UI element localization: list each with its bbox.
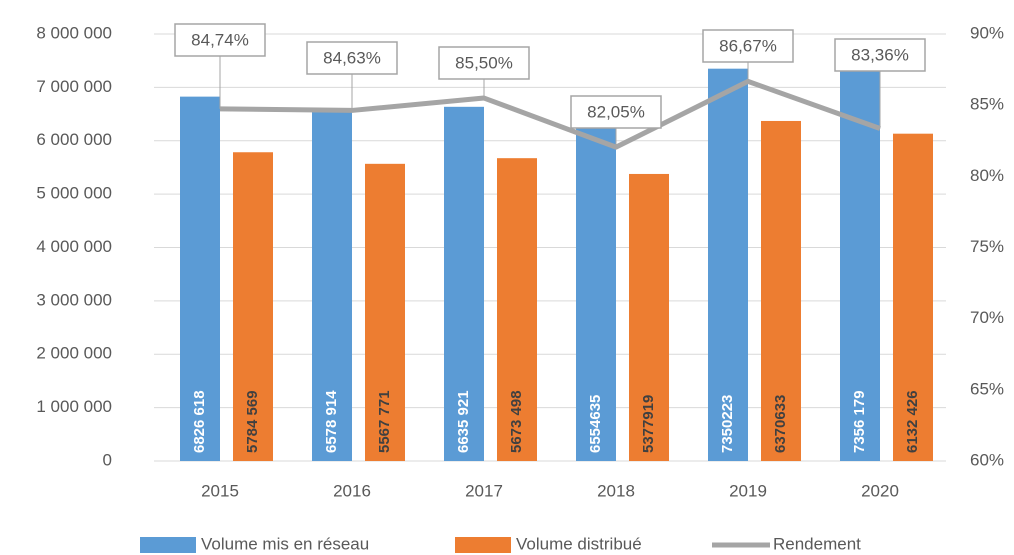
label-box — [306, 41, 398, 75]
bar-value-label: 6826 618 — [191, 390, 208, 453]
label-box — [174, 23, 266, 57]
x-tick-label: 2020 — [861, 481, 899, 500]
bar — [708, 68, 748, 461]
bar-value-label: 6370633 — [772, 395, 789, 453]
bar — [365, 163, 405, 461]
x-tick-label: 2015 — [201, 481, 239, 500]
legend-swatch — [455, 537, 511, 553]
y2-tick-label: 75% — [970, 237, 1004, 256]
legend-label: Rendement — [773, 534, 861, 553]
bar — [180, 96, 220, 461]
y-tick-label: 5 000 000 — [36, 184, 112, 203]
x-tick-label: 2018 — [597, 481, 635, 500]
bar — [233, 152, 273, 461]
bar-value-label: 7350223 — [719, 395, 736, 453]
bar-value-label: 5673 498 — [508, 390, 525, 453]
line-value-label: 84,63% — [323, 48, 381, 67]
legend-label: Volume mis en réseau — [201, 534, 369, 553]
bar — [629, 173, 669, 462]
y-tick-label: 8 000 000 — [36, 23, 112, 42]
y2-tick-label: 60% — [970, 450, 1004, 469]
line-value-label: 83,36% — [851, 45, 909, 64]
legend-label: Volume distribué — [516, 534, 642, 553]
y-tick-label: 2 000 000 — [36, 344, 112, 363]
bar-value-label: 7356 179 — [851, 390, 868, 453]
bar-value-label: 6578 914 — [323, 390, 340, 453]
x-tick-label: 2016 — [333, 481, 371, 500]
y-tick-label: 3 000 000 — [36, 290, 112, 309]
x-tick-label: 2017 — [465, 481, 503, 500]
line-value-label: 84,74% — [191, 30, 249, 49]
bar-value-label: 6554635 — [587, 395, 604, 453]
bar — [497, 158, 537, 461]
x-tick-label: 2019 — [729, 481, 767, 500]
y-tick-label: 1 000 000 — [36, 397, 112, 416]
bar-value-label: 6132 426 — [904, 390, 921, 453]
y2-tick-label: 70% — [970, 308, 1004, 327]
legend-swatch — [140, 537, 196, 553]
bar — [312, 109, 352, 461]
bar — [893, 133, 933, 461]
bar — [761, 120, 801, 461]
y2-tick-label: 85% — [970, 95, 1004, 114]
label-box — [570, 95, 662, 129]
line-value-label: 86,67% — [719, 36, 777, 55]
line-value-label: 82,05% — [587, 102, 645, 121]
label-box — [702, 29, 794, 63]
label-box — [834, 38, 926, 72]
bar-value-label: 5567 771 — [376, 390, 393, 453]
bar — [840, 68, 880, 461]
bar-value-label: 5377919 — [640, 395, 657, 453]
y2-tick-label: 90% — [970, 23, 1004, 42]
label-box — [438, 46, 530, 80]
y2-tick-label: 80% — [970, 166, 1004, 185]
line — [219, 78, 881, 150]
y-tick-label: 7 000 000 — [36, 77, 112, 96]
bar-value-label: 6635 921 — [455, 390, 472, 453]
bar — [444, 106, 484, 462]
y-tick-label: 6 000 000 — [36, 130, 112, 149]
line-value-label: 85,50% — [455, 53, 513, 72]
y-tick-label: 0 — [103, 450, 112, 469]
y-tick-label: 4 000 000 — [36, 237, 112, 256]
y2-tick-label: 65% — [970, 379, 1004, 398]
bar-value-label: 5784 569 — [244, 390, 261, 453]
bar — [576, 111, 616, 461]
